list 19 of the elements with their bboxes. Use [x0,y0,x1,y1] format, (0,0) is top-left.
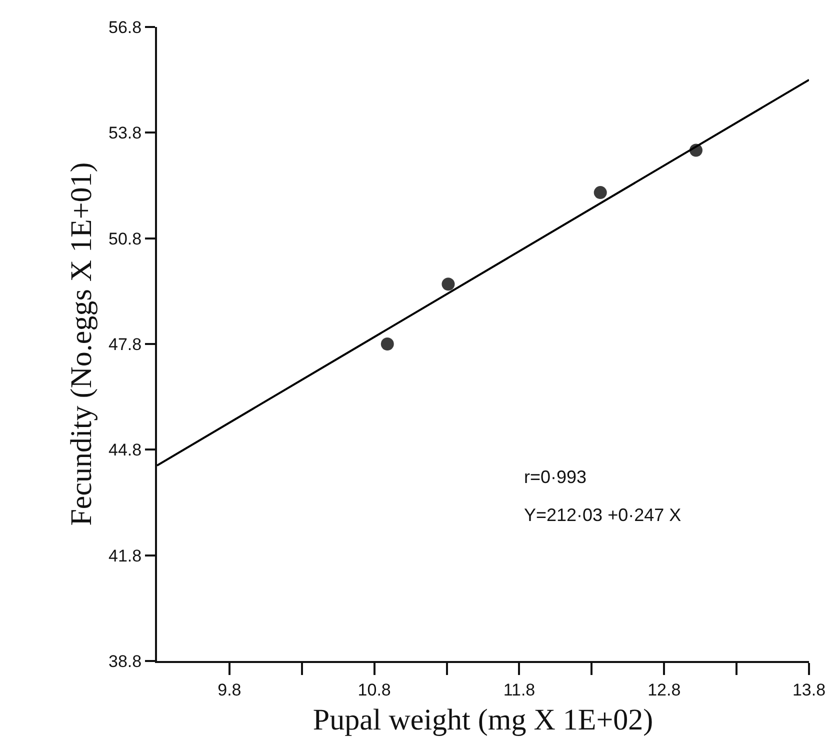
point [442,278,455,291]
x-tick-label: 11.8 [503,680,536,700]
x-tick-label: 12.8 [648,680,681,700]
y-tick-label: 47.8 [108,334,142,354]
annotation: r=0·993 [524,467,587,487]
point [380,338,394,350]
y-tick-label: 41.8 [108,546,142,566]
y-tick-label: 38.8 [108,652,142,671]
x-axis-title: Pupal weight (mg X 1E+02) [312,703,654,736]
y-tick-label: 53.8 [108,124,142,143]
y-tick-label: 44.8 [108,440,142,460]
y-axis-title: Fecundity (No.eggs X 1E+01) [65,162,98,526]
y-tick-label: 56.8 [108,18,142,37]
y-tick-label: 50.8 [108,229,142,248]
x-tick-label: 13.8 [792,680,826,700]
annotation: Y=212·03 +0·247 X [524,505,682,525]
point [594,186,607,200]
x-tick-label: 10.8 [358,680,391,700]
x-tick-label: 9.8 [218,680,242,700]
